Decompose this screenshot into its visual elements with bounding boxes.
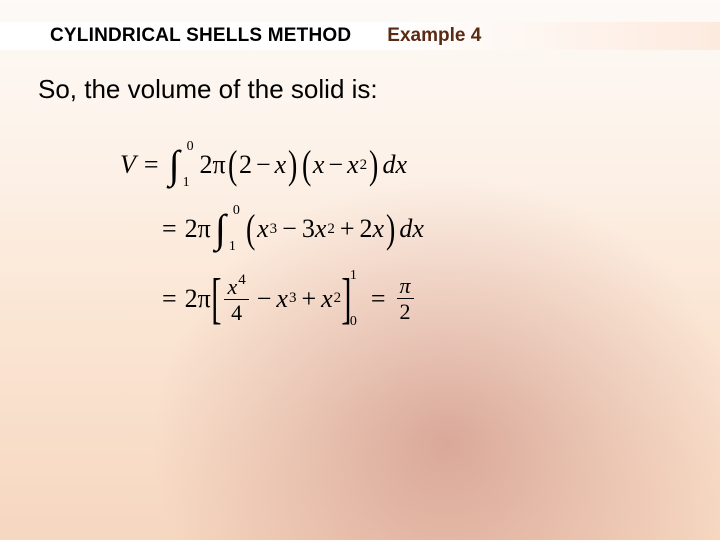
term-x: x: [321, 284, 333, 314]
plus-sign: +: [340, 214, 355, 244]
term-dx: dx: [399, 214, 424, 244]
coef-2pi: 2π: [185, 284, 211, 314]
exp-2: 2: [334, 290, 342, 307]
exp-4: 4: [238, 272, 246, 288]
example-label: Example 4: [387, 25, 481, 47]
equals-sign: =: [162, 284, 177, 314]
lparen-icon: (: [246, 211, 255, 247]
integral-icon: ∫: [169, 145, 180, 185]
integral-lower: 1: [183, 175, 190, 191]
den-4: 4: [228, 301, 245, 324]
integral-icon: ∫: [215, 209, 226, 249]
equals-sign: =: [144, 150, 159, 180]
equals-sign: =: [371, 284, 386, 314]
term-x: x: [315, 214, 327, 244]
minus-sign: −: [282, 214, 297, 244]
coef-2pi: 2π: [200, 150, 226, 180]
minus-sign: −: [328, 150, 343, 180]
term-2: 2: [239, 150, 252, 180]
header-bar: CYLINDRICAL SHELLS METHOD Example 4: [0, 22, 720, 50]
lbracket-icon: [: [211, 278, 221, 320]
coef-2: 2: [360, 214, 373, 244]
integral-lower: 1: [229, 239, 236, 255]
rparen-icon: ): [288, 147, 297, 183]
equation-line-2: = 2π ∫ 0 1 ( x3 − 3x2 + 2x ) dx: [120, 209, 680, 249]
eval-upper: 1: [350, 268, 357, 284]
result-fraction: π 2: [397, 274, 414, 323]
integral-symbol: ∫ 0 1: [215, 209, 226, 249]
integral-upper: 0: [187, 139, 194, 155]
term-x: x: [276, 284, 288, 314]
equals-sign: =: [162, 214, 177, 244]
term-x: x: [313, 150, 325, 180]
fraction: x4 4: [224, 273, 248, 324]
math-block: V = ∫ 0 1 2π ( 2 − x ) ( x − x2 ) dx = 2…: [120, 145, 680, 324]
term-x: x: [373, 214, 385, 244]
term-dx: dx: [382, 150, 407, 180]
exp-3: 3: [289, 290, 297, 307]
result-den: 2: [397, 300, 414, 323]
integral-symbol: ∫ 0 1: [169, 145, 180, 185]
coef-2pi: 2π: [185, 214, 211, 244]
result-num: π: [397, 274, 414, 297]
term-x: x: [227, 274, 237, 299]
symbol-v: V: [120, 150, 136, 180]
eval-lower: 0: [350, 314, 357, 330]
exp-3: 3: [270, 221, 278, 238]
term-x: x: [257, 214, 269, 244]
minus-sign: −: [256, 150, 271, 180]
coef-3: 3: [302, 214, 315, 244]
plus-sign: +: [301, 284, 316, 314]
exp-2: 2: [327, 221, 335, 238]
body-text: So, the volume of the solid is:: [38, 74, 378, 105]
lparen-icon: (: [302, 147, 311, 183]
equation-line-3: = 2π [ x4 4 − x3 + x2 ] 1 0 = π 2: [120, 273, 680, 324]
rparen-icon: ): [386, 211, 395, 247]
exp-2: 2: [360, 157, 368, 174]
lparen-icon: (: [228, 147, 237, 183]
integral-upper: 0: [233, 203, 240, 219]
rparen-icon: ): [369, 147, 378, 183]
page-title: CYLINDRICAL SHELLS METHOD: [50, 25, 351, 47]
minus-sign: −: [257, 284, 272, 314]
term-x: x: [275, 150, 287, 180]
term-x: x: [347, 150, 359, 180]
equation-line-1: V = ∫ 0 1 2π ( 2 − x ) ( x − x2 ) dx: [120, 145, 680, 185]
